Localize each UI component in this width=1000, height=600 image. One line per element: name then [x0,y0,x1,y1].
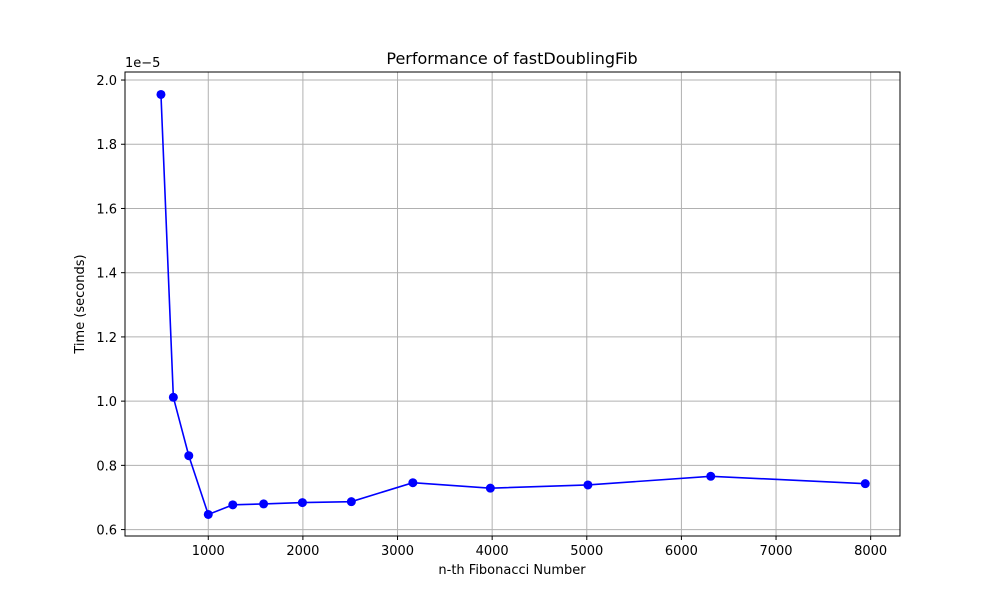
x-tick-label: 2000 [286,544,319,559]
data-point [297,498,307,508]
x-tick-label: 1000 [192,544,225,559]
y-tick-label: 0.6 [96,524,117,539]
x-tick-label: 6000 [665,544,698,559]
data-point [228,500,238,510]
data-point [203,509,213,519]
y-tick-label: 1.6 [96,202,117,217]
y-axis-offset-label: 1e−5 [125,56,160,71]
chart-title: Performance of fastDoublingFib [386,49,637,68]
y-tick-label: 1.4 [96,267,117,282]
y-tick-label: 1.2 [96,331,117,346]
data-point [408,478,418,488]
y-tick-label: 0.8 [96,459,117,474]
data-point [168,392,178,402]
x-tick-label: 3000 [381,544,414,559]
y-tick-label: 1.8 [96,138,117,153]
x-tick-label: 8000 [854,544,887,559]
y-tick-label: 1.0 [96,395,117,410]
x-axis-title: n-th Fibonacci Number [438,563,586,578]
plot-frame [124,71,901,537]
x-tick-label: 4000 [476,544,509,559]
data-point [346,497,356,507]
grid [125,72,900,536]
y-axis-title: Time (seconds) [73,254,88,354]
data-point [583,480,593,490]
x-tick-label: 5000 [570,544,603,559]
data-point [259,499,269,509]
y-tick-label: 2.0 [96,74,117,89]
axes: 1000 2000 3000 4000 5000 6000 7000 8000 0.6 0.8 1.… [96,74,887,559]
series-layer [156,89,870,519]
data-point [156,89,166,99]
data-point [184,451,194,461]
data-point [485,483,495,493]
data-point [860,479,870,489]
x-tick-label: 7000 [759,544,792,559]
data-point [706,471,716,481]
